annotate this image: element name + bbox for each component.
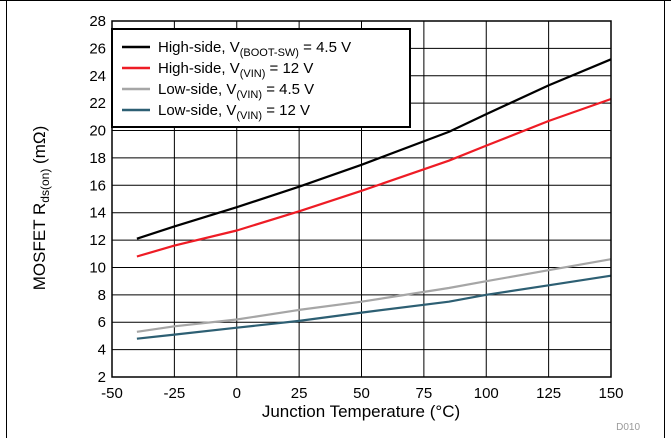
x-tick-label: 0 xyxy=(233,385,241,402)
y-tick-label: 4 xyxy=(98,342,106,359)
y-tick-label: 28 xyxy=(89,13,106,30)
legend-label-subscript: (VIN) xyxy=(240,68,266,80)
legend-label-value: = 12 V xyxy=(265,60,313,77)
frame-left-border xyxy=(6,0,7,438)
y-tick-label: 12 xyxy=(89,232,106,249)
legend-label-2: High-side, V(VIN) = 12 V xyxy=(158,60,313,80)
x-tick-label: 50 xyxy=(353,385,370,402)
legend-label-subscript: (VIN) xyxy=(236,89,262,101)
y-axis-label-main: MOSFET R xyxy=(30,203,49,291)
legend-label-text: Low-side, V xyxy=(158,102,236,119)
x-tick-label: 150 xyxy=(598,385,623,402)
figure-id-label: D010 xyxy=(616,422,640,433)
legend-label-value: = 4.5 V xyxy=(262,81,314,98)
y-tick-label: 10 xyxy=(89,259,106,276)
legend: High-side, V(BOOT-SW) = 4.5 VHigh-side, … xyxy=(111,28,411,128)
y-tick-label: 18 xyxy=(89,150,106,167)
y-axis-label-subscript: ds(on) xyxy=(38,169,52,203)
x-tick-label: 75 xyxy=(416,385,433,402)
legend-label-text: Low-side, V xyxy=(158,81,236,98)
y-tick-label: 8 xyxy=(98,287,106,304)
series-line-3 xyxy=(136,258,612,333)
legend-label-text: High-side, V xyxy=(158,39,240,56)
y-tick-label: 26 xyxy=(89,40,106,57)
y-tick-label: 2 xyxy=(98,369,106,386)
series-line-4 xyxy=(136,274,612,340)
frame-top-border xyxy=(0,0,671,1)
legend-label-subscript: (BOOT-SW) xyxy=(240,47,299,59)
series-line-1 xyxy=(136,58,612,240)
x-axis-label: Junction Temperature (°C) xyxy=(262,402,460,421)
x-tick-label: 125 xyxy=(536,385,561,402)
legend-label-value: = 4.5 V xyxy=(299,39,351,56)
y-tick-label: 6 xyxy=(98,314,106,331)
legend-label-subscript: (VIN) xyxy=(236,110,262,122)
frame-right-border xyxy=(664,0,665,438)
tick-labels: -50 -25 0 25 50 75 100 125 150246810121416182022… xyxy=(89,13,623,402)
y-tick-label: 16 xyxy=(89,177,106,194)
series-layer xyxy=(136,58,612,340)
legend-label-1: High-side, V(BOOT-SW) = 4.5 V xyxy=(158,39,351,59)
y-axis-label-unit: (mΩ) xyxy=(30,126,49,169)
plot-area-border xyxy=(111,20,612,378)
y-tick-label: 14 xyxy=(89,205,106,222)
y-axis-label: MOSFET Rds(on) (mΩ) xyxy=(30,126,52,290)
y-tick-label: 20 xyxy=(89,123,106,140)
y-tick-label: 22 xyxy=(89,95,106,112)
y-tick-label: 24 xyxy=(89,68,106,85)
legend-label-4: Low-side, V(VIN) = 12 V xyxy=(158,102,310,122)
series-line-2 xyxy=(136,97,612,258)
x-tick-label: -50 xyxy=(101,385,123,402)
x-tick-label: 25 xyxy=(291,385,308,402)
legend-label-value: = 12 V xyxy=(262,102,310,119)
x-tick-label: -25 xyxy=(164,385,186,402)
legend-label-text: High-side, V xyxy=(158,60,240,77)
x-tick-label: 100 xyxy=(474,385,499,402)
legend-box xyxy=(111,28,411,128)
legend-label-3: Low-side, V(VIN) = 4.5 V xyxy=(158,81,314,101)
